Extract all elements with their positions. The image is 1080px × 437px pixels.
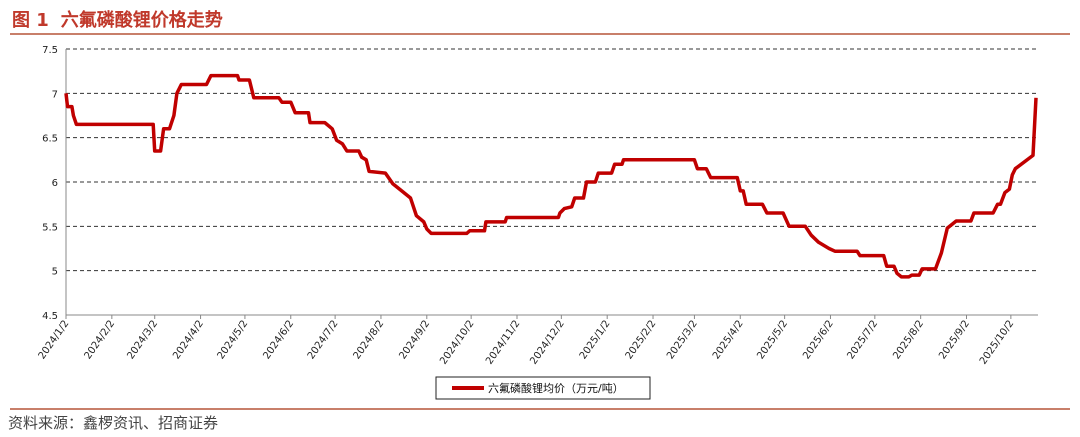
x-tick-label: 2024/10/2 bbox=[438, 318, 476, 366]
x-tick-label: 2025/7/2 bbox=[846, 318, 881, 361]
x-tick-label: 2024/7/2 bbox=[306, 318, 341, 361]
x-tick-label: 2024/11/2 bbox=[484, 318, 522, 366]
x-tick-label: 2025/5/2 bbox=[755, 318, 790, 361]
source-note: 资料来源：鑫椤资讯、招商证券 bbox=[8, 414, 219, 432]
x-tick-label: 2025/2/2 bbox=[624, 318, 659, 361]
y-tick-label: 5.5 bbox=[42, 222, 58, 233]
y-tick-label: 5 bbox=[52, 267, 58, 278]
x-tick-label: 2024/1/2 bbox=[37, 318, 72, 361]
figure-number: 图 1 bbox=[12, 10, 49, 31]
x-tick-label: 2025/1/2 bbox=[578, 318, 613, 361]
x-tick-label: 2024/9/2 bbox=[397, 318, 432, 361]
x-tick-labels: 2024/1/2 2024/2/2 2024/3/2 2024/4/2 2024/5/2… bbox=[37, 315, 1016, 367]
x-tick-label: 2024/4/2 bbox=[171, 318, 206, 361]
series-line bbox=[64, 73, 1038, 279]
y-tick-label: 7 bbox=[52, 89, 58, 100]
legend: 六氟磷酸锂均价（万元/吨） bbox=[435, 376, 651, 400]
header-rule bbox=[10, 33, 1070, 35]
legend-label: 六氟磷酸锂均价（万元/吨） bbox=[488, 381, 624, 395]
x-tick-label: 2024/6/2 bbox=[261, 318, 296, 361]
x-tick-label: 2024/8/2 bbox=[352, 318, 387, 361]
y-tick-label: 7.5 bbox=[42, 45, 58, 56]
x-tick-label: 2025/8/2 bbox=[891, 318, 926, 361]
y-tick-label: 6 bbox=[52, 178, 58, 189]
x-tick-label: 2025/4/2 bbox=[711, 318, 746, 361]
x-tick-label: 2024/2/2 bbox=[83, 318, 118, 361]
figure-title: 六氟磷酸锂价格走势 bbox=[60, 10, 223, 31]
x-tick-label: 2025/9/2 bbox=[937, 318, 972, 361]
grid-lines bbox=[66, 48, 1038, 316]
y-tick-label: 6.5 bbox=[42, 134, 58, 145]
x-tick-label: 2025/6/2 bbox=[801, 318, 836, 361]
series-group bbox=[64, 73, 1038, 279]
y-tick-labels: 4.5 5 5.5 6 6.5 7 7.5 bbox=[42, 45, 58, 322]
y-tick-label: 4.5 bbox=[42, 311, 58, 322]
footer-rule bbox=[10, 408, 1070, 410]
x-tick-label: 2025/3/2 bbox=[665, 318, 700, 361]
x-tick-label: 2025/10/2 bbox=[978, 318, 1016, 366]
x-tick-label: 2024/12/2 bbox=[528, 318, 566, 366]
x-tick-label: 2024/3/2 bbox=[125, 318, 160, 361]
legend-box bbox=[435, 376, 651, 400]
x-tick-label: 2024/5/2 bbox=[216, 318, 251, 361]
figure-header: 图 1 六氟磷酸锂价格走势 bbox=[12, 6, 223, 32]
